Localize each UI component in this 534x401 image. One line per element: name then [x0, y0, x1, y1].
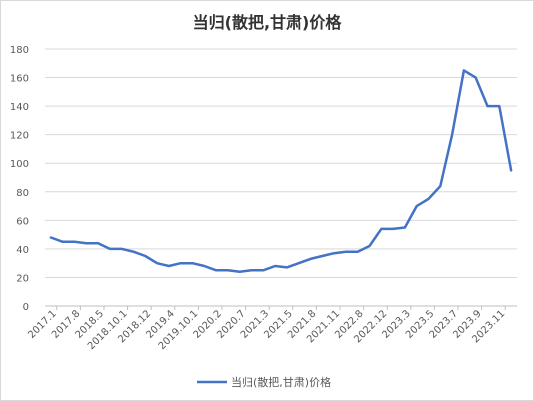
y-tick-label: 140	[10, 102, 29, 113]
y-tick-label: 20	[16, 273, 29, 284]
series-layer	[49, 69, 513, 273]
x-tick-labels: 2017.12017.82018.52018.10.12018.122019.4…	[26, 308, 507, 352]
y-tick-label: 180	[10, 45, 29, 56]
y-tick-label: 0	[23, 302, 29, 313]
y-tick-label: 120	[10, 131, 29, 142]
y-tick-label: 40	[16, 245, 29, 256]
y-tick-label: 160	[10, 74, 29, 85]
gridlines	[45, 48, 517, 278]
series-line	[49, 69, 513, 273]
legend: 当归(散把,甘肃)价格	[197, 375, 331, 389]
y-tick-labels: 0 20 40 60 80 100 120 140 160 180	[10, 45, 29, 313]
y-tick-label: 60	[16, 216, 29, 227]
y-tick-label: 100	[10, 159, 29, 170]
chart-title: 当归(散把,甘肃)价格	[192, 13, 342, 32]
legend-label: 当归(散把,甘肃)价格	[231, 375, 331, 389]
axes	[45, 305, 517, 310]
y-tick-label: 80	[16, 188, 29, 199]
